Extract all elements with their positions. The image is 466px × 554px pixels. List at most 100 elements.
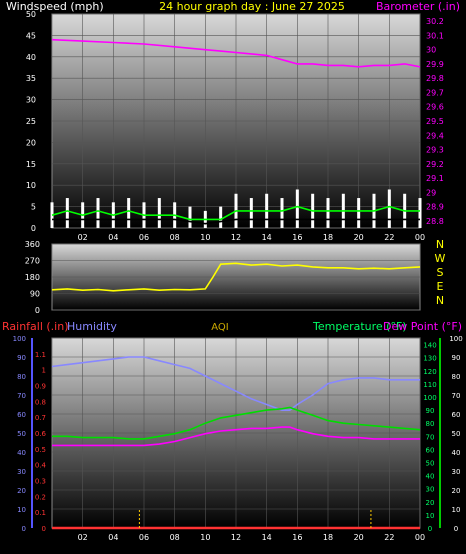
time-tick-label: 14 [262, 233, 272, 242]
windspeed-tick-label: 5 [31, 203, 36, 212]
barometer-axis-label: Barometer (.in) [376, 0, 460, 13]
time-tick-label: 00 [415, 533, 425, 542]
time-tick-label: 04 [108, 533, 118, 542]
wind-direction-series [51, 262, 421, 292]
barometer-tick-label: 29.2 [426, 160, 444, 169]
temperature-tick-label: 30 [426, 486, 435, 494]
barometer-tick-label: 30.1 [426, 31, 444, 40]
humidity-tick-label: 80 [17, 373, 26, 381]
dewpoint-tick-label: 80 [452, 373, 461, 381]
compass-label: N [436, 294, 444, 307]
chart-title: 24 hour graph day : June 27 2025 [159, 0, 345, 13]
temperature-tick-label: 120 [423, 368, 436, 376]
rainfall-tick-label: 0.3 [35, 478, 46, 486]
windspeed-tick-label: 20 [26, 138, 36, 147]
windspeed-tick-label: 15 [26, 160, 36, 169]
temperature-tick-label: 130 [423, 355, 436, 363]
dewpoint-tick-label: 90 [452, 354, 461, 362]
dewpoint-tick-label: 50 [452, 430, 461, 438]
temperature-tick-label: 0 [428, 525, 432, 533]
humidity-tick-label: 70 [17, 392, 26, 400]
time-tick-label: 12 [231, 533, 241, 542]
time-tick-label: 10 [200, 533, 210, 542]
dewpoint-tick-label: 0 [454, 525, 458, 533]
temperature-tick-label: 20 [426, 499, 435, 507]
windspeed-line [51, 205, 420, 221]
barometer-line [51, 38, 421, 68]
compass-label: S [437, 266, 444, 279]
dewpoint-tick-label: 70 [452, 392, 461, 400]
rainfall-axis: 0 0.1 0.2 0.3 0.4 0.5 0.6 0.7 0.8 0.9 1 1.1 [35, 351, 47, 533]
rainfall-tick-label: 0.1 [35, 509, 46, 517]
humidity-tick-label: 90 [17, 354, 26, 362]
temp-humidity-series [51, 356, 421, 530]
dewpoint-tick-label: 60 [452, 411, 461, 419]
time-tick-label: 22 [384, 533, 394, 542]
rainfall-tick-label: 0.8 [35, 398, 46, 406]
wind-direction-line [51, 262, 421, 292]
dewpoint-tick-label: 10 [452, 506, 461, 514]
rainfall-tick-label: 1.1 [35, 351, 46, 359]
temperature-tick-label: 90 [426, 407, 435, 415]
wind-direction-tick-label: 0 [35, 306, 40, 315]
humidity-axis: 0 10 20 30 40 50 60 70 80 90 100 [13, 335, 26, 533]
rainfall-tick-label: 0.6 [35, 430, 47, 438]
humidity-tick-label: 40 [17, 449, 26, 457]
time-tick-label: 16 [292, 233, 302, 242]
temperature-tick-label: 100 [423, 394, 436, 402]
barometer-tick-label: 29.9 [426, 60, 444, 69]
rainfall-tick-label: 0.4 [35, 462, 47, 470]
windspeed-tick-label: 25 [26, 117, 36, 126]
time-tick-label: 06 [139, 233, 149, 242]
humidity-tick-label: 100 [13, 335, 26, 343]
time-tick-label: 04 [108, 233, 118, 242]
humidity-line [51, 356, 420, 412]
windspeed-tick-label: 30 [26, 96, 36, 105]
barometer-tick-label: 29.6 [426, 103, 444, 112]
windspeed-tick-label: 35 [26, 74, 36, 83]
aqi-label: AQI [211, 322, 229, 333]
dewpoint-axis: 0 10 20 30 40 50 60 70 80 90 100 [449, 335, 462, 533]
temperature-axis: 0 10 20 30 40 50 60 70 80 90 100 110 120 130 140 [423, 342, 436, 533]
time-tick-label: 12 [231, 233, 241, 242]
time-tick-label: 16 [292, 533, 302, 542]
barometer-tick-label: 29.1 [426, 174, 444, 183]
rainfall-tick-label: 1 [42, 367, 46, 375]
barometer-tick-label: 29.5 [426, 117, 444, 126]
temperature-tick-label: 50 [426, 459, 435, 467]
compass-label: N [436, 238, 444, 251]
time-tick-label: 22 [384, 233, 394, 242]
humidity-tick-label: 60 [17, 411, 26, 419]
temperature-tick-label: 10 [426, 512, 435, 520]
rainfall-tick-label: 0.2 [35, 493, 46, 501]
rainfall-tick-label: 0 [42, 525, 46, 533]
humidity-tick-label: 10 [17, 506, 26, 514]
humidity-tick-label: 0 [22, 525, 26, 533]
wind-direction-tick-label: 90 [30, 290, 40, 299]
temperature-tick-label: 140 [423, 342, 436, 350]
temperature-tick-label: 80 [426, 420, 435, 428]
compass-label: W [435, 252, 446, 265]
windspeed-tick-label: 45 [26, 31, 36, 40]
temperature-tick-label: 110 [423, 381, 436, 389]
temp-humidity-x-axis: 02 04 06 08 10 12 14 16 18 20 22 00 [78, 533, 426, 542]
barometer-tick-label: 28.8 [426, 217, 444, 226]
wind-direction-tick-label: 270 [25, 257, 40, 266]
temperature-tick-label: 60 [426, 446, 435, 454]
time-tick-label: 08 [170, 233, 180, 242]
dewpoint-tick-label: 40 [452, 449, 461, 457]
barometer-tick-label: 28.9 [426, 203, 444, 212]
dewpoint-tick-label: 30 [452, 468, 461, 476]
dew-point-line [52, 426, 420, 447]
dewpoint-label: Dew Point (°F) [383, 320, 462, 333]
barometer-tick-label: 29.4 [426, 131, 444, 140]
barometer-tick-label: 29 [426, 188, 436, 197]
time-tick-label: 10 [200, 233, 210, 242]
rainfall-tick-label: 0.5 [35, 446, 46, 454]
humidity-label: Humidity [67, 320, 117, 333]
humidity-tick-label: 50 [17, 430, 26, 438]
barometer-tick-label: 30.2 [426, 17, 444, 26]
